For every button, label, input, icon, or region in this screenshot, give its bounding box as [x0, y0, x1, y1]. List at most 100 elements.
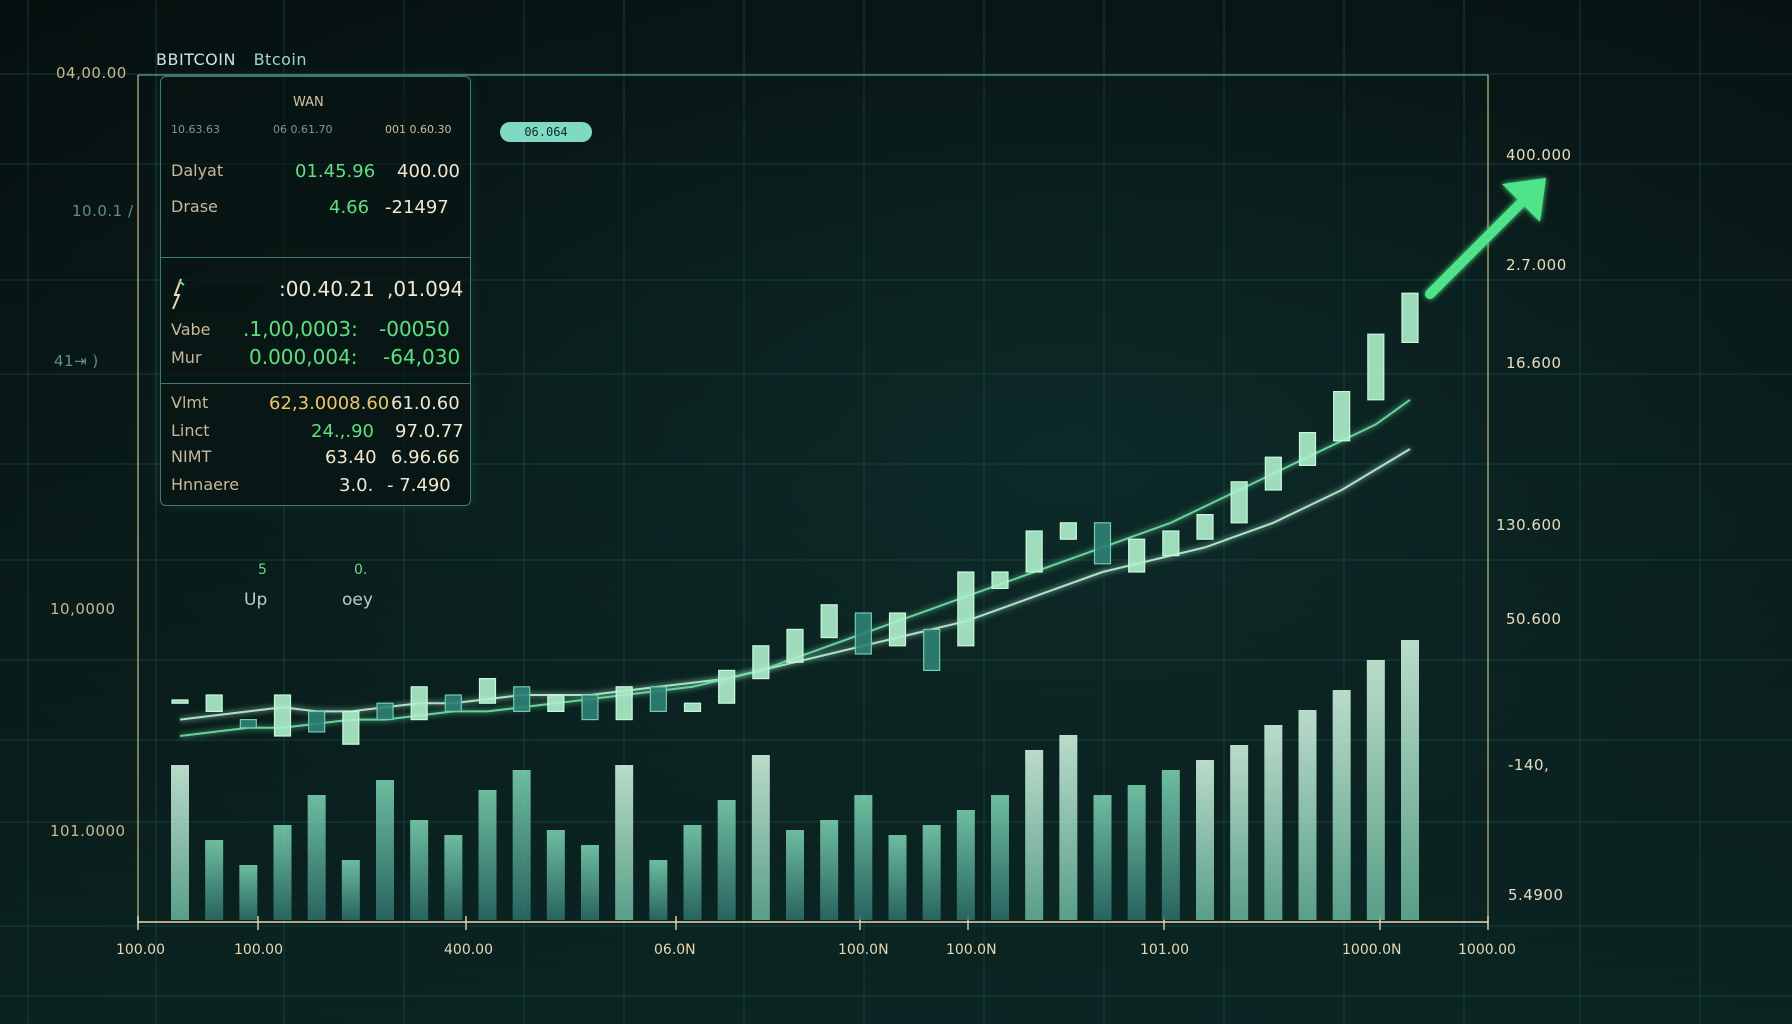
y-left-tick-4: 101.0000 — [50, 822, 126, 840]
volume-bar-0 — [171, 765, 189, 920]
y-right-tick-0: 400.000 — [1506, 146, 1572, 164]
candle-body-14 — [649, 686, 667, 712]
volume-bars — [171, 640, 1419, 920]
panel-row-nimt: NIMT 63.40 6.96.66 — [161, 447, 470, 473]
candle-body-10 — [513, 686, 531, 712]
volume-bar-21 — [888, 835, 907, 920]
row-right: -64,030 — [383, 345, 461, 369]
candle-body-32 — [1264, 456, 1282, 491]
x-tick-1: 100.00 — [234, 942, 283, 958]
y-right-tick-1: 2.7.000 — [1506, 256, 1567, 274]
panel-row-vabe: Vabe .1,00,0003: -00050 — [161, 317, 470, 343]
volume-bar-20 — [854, 795, 873, 920]
volume-bar-32 — [1264, 725, 1283, 920]
y-right-tick-2: 16.600 — [1506, 354, 1562, 372]
candle-body-4 — [308, 710, 326, 733]
volume-bar-15 — [683, 825, 702, 920]
row-label: Mur — [171, 348, 202, 367]
down-indicator: 0. oey — [342, 562, 373, 610]
row-mid: 63.40 — [325, 447, 377, 468]
candle-body-29 — [1162, 530, 1180, 557]
x-tick-0: 100.00 — [116, 942, 165, 958]
volume-bar-2 — [239, 865, 258, 920]
volume-bar-5 — [341, 860, 360, 920]
x-tick-5: 100.0N — [946, 942, 997, 958]
panel-divider — [161, 383, 470, 384]
volume-bar-6 — [376, 780, 394, 920]
candle-body-3 — [273, 694, 292, 737]
candle-body-8 — [444, 694, 462, 712]
candle-body-1 — [205, 694, 223, 712]
x-tick-3: 06.0N — [654, 942, 696, 958]
chart-title: BBITCOIN — [156, 50, 236, 69]
volume-bar-16 — [717, 800, 736, 920]
y-left-tick-1: 10.0.1 / — [72, 202, 134, 220]
panel-head-left: 10.63.63 — [171, 123, 220, 136]
y-right-tick-5: -140, — [1508, 756, 1550, 774]
timeframe-pill[interactable]: 06.064 — [500, 122, 592, 142]
candle-body-34 — [1333, 391, 1351, 442]
volume-bar-12 — [581, 845, 599, 920]
candle-body-23 — [957, 571, 975, 647]
candle-body-20 — [854, 612, 872, 655]
candle-body-35 — [1367, 333, 1385, 401]
volume-bar-27 — [1093, 795, 1112, 920]
row-right: 6.96.66 — [391, 447, 460, 468]
candle-body-18 — [786, 628, 804, 663]
volume-bar-36 — [1401, 640, 1419, 920]
row-label: Drase — [171, 197, 218, 216]
candles — [171, 244, 1419, 769]
volume-bar-4 — [307, 795, 326, 920]
candle-body-25 — [1025, 530, 1043, 573]
panel-row-dalyat: Dalyat 01.45.96 400.00 — [161, 161, 470, 187]
candle-body-36 — [1401, 292, 1419, 344]
chart-header: BBITCOIN Btcoin — [156, 50, 307, 69]
volume-bar-1 — [205, 840, 224, 920]
candle-body-27 — [1093, 522, 1112, 565]
row-label: Vabe — [171, 320, 211, 339]
volume-bar-10 — [512, 770, 531, 920]
row-label: Hnnaere — [171, 475, 240, 494]
candle-body-16 — [718, 669, 736, 704]
volume-bar-28 — [1127, 785, 1146, 920]
y-left-tick-2: 41⇥ ) — [54, 352, 99, 370]
panel-title: WAN — [293, 95, 324, 110]
volume-bar-26 — [1059, 735, 1078, 920]
row-label: NIMT — [171, 447, 212, 466]
candle-body-19 — [820, 604, 838, 639]
volume-bar-25 — [1025, 750, 1044, 920]
up-label: Up — [244, 590, 268, 610]
y-left-tick-3: 10,0000 — [50, 600, 116, 618]
volume-bar-22 — [922, 825, 941, 920]
row-mid: .1,00,0003: — [243, 317, 358, 341]
down-label: oey — [342, 590, 373, 610]
panel-head-right: 001 0.60.30 — [385, 123, 452, 136]
volume-bar-11 — [546, 830, 565, 920]
x-tick-2: 400.00 — [444, 942, 493, 958]
panel-row-linct: Linct 24.,.90 97.0.77 — [161, 421, 470, 447]
chart-subtitle: Btcoin — [253, 50, 307, 69]
row-label: Linct — [171, 421, 210, 440]
candle-body-9 — [478, 677, 497, 704]
candle-body-30 — [1196, 513, 1214, 540]
candle-body-15 — [683, 702, 702, 713]
volume-bar-19 — [820, 820, 839, 920]
row-right: -21497 — [385, 197, 449, 218]
volume-bar-13 — [615, 765, 634, 920]
panel-row-drase: Drase 4.66 -21497 — [161, 197, 470, 223]
volume-bar-8 — [444, 835, 463, 920]
row-mid: 0.000,004: — [249, 345, 358, 369]
volume-bar-17 — [751, 755, 770, 920]
panel-head-mid: 06 0.61.70 — [273, 123, 333, 136]
candle-body-33 — [1298, 432, 1317, 467]
row-label: Vlmt — [171, 393, 209, 412]
volume-bar-14 — [649, 860, 668, 920]
row-mid: 01.45.96 — [295, 161, 376, 182]
spark-icon — [172, 278, 185, 310]
trend-arrow-shaft — [1425, 199, 1525, 299]
x-tick-7: 1000.0N — [1342, 942, 1402, 958]
candle-body-2 — [239, 718, 257, 729]
row-mid: 3.0. — [339, 475, 374, 496]
volume-bar-7 — [410, 820, 429, 920]
candle-body-17 — [752, 645, 770, 680]
